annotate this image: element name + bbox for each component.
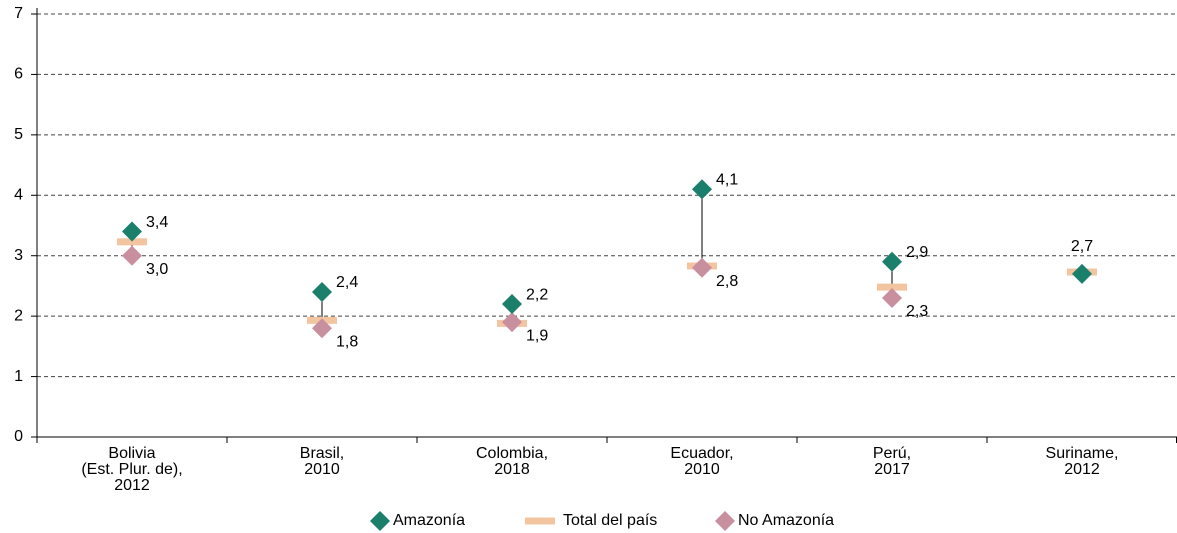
y-tick-label: 0 [14,428,23,445]
data-label: 3,4 [146,214,168,231]
y-tick-label: 2 [14,307,23,324]
legend-label: No Amazonía [738,512,834,529]
data-label: 2,7 [1071,238,1093,255]
data-label: 2,3 [906,303,928,320]
y-tick-label: 4 [14,187,23,204]
x-tick-label: Colombia, [476,445,548,462]
amazonia-marker [502,294,522,315]
x-tick-label: Bolivia [108,445,155,462]
legend-swatch [525,517,555,525]
total-bar [117,238,147,246]
x-tick-label: (Est. Plur. de), [81,461,182,478]
x-tick-label: 2012 [114,477,150,494]
legend-swatch [715,511,735,531]
y-tick-label: 1 [14,368,23,385]
amazonia-marker [122,221,142,242]
legend-label: Total del país [563,512,657,529]
x-tick-label: 2017 [874,461,910,478]
data-label: 4,1 [716,171,738,188]
no-amazonia-marker [882,288,902,309]
no-amazonia-marker [692,257,712,278]
no-amazonia-marker [122,245,142,266]
y-tick-label: 6 [14,66,23,83]
data-label: 2,2 [526,286,548,303]
y-tick-label: 7 [14,5,23,22]
amazonia-marker [1072,263,1092,284]
x-tick-label: 2018 [494,461,530,478]
x-tick-label: Ecuador, [670,445,733,462]
data-label: 2,9 [906,244,928,261]
legend-label: Amazonía [393,512,465,529]
data-label: 1,9 [526,327,548,344]
amazonia-marker [882,251,902,272]
no-amazonia-marker [312,318,332,339]
total-bar [877,283,907,291]
x-tick-label: Brasil, [300,445,344,462]
data-label: 1,8 [336,333,358,350]
legend-swatch [370,511,390,531]
x-tick-label: 2012 [1064,461,1100,478]
amazonia-marker [692,179,712,200]
x-tick-label: 2010 [684,461,720,478]
data-label: 3,0 [146,261,168,278]
no-amazonia-marker [502,312,522,333]
data-label: 2,4 [336,274,358,291]
amazonia-marker [312,281,332,302]
x-tick-label: Suriname, [1046,445,1119,462]
data-label: 2,8 [716,273,738,290]
y-tick-label: 5 [14,126,23,143]
y-tick-label: 3 [14,247,23,264]
x-tick-label: Perú, [873,445,911,462]
x-tick-label: 2010 [304,461,340,478]
